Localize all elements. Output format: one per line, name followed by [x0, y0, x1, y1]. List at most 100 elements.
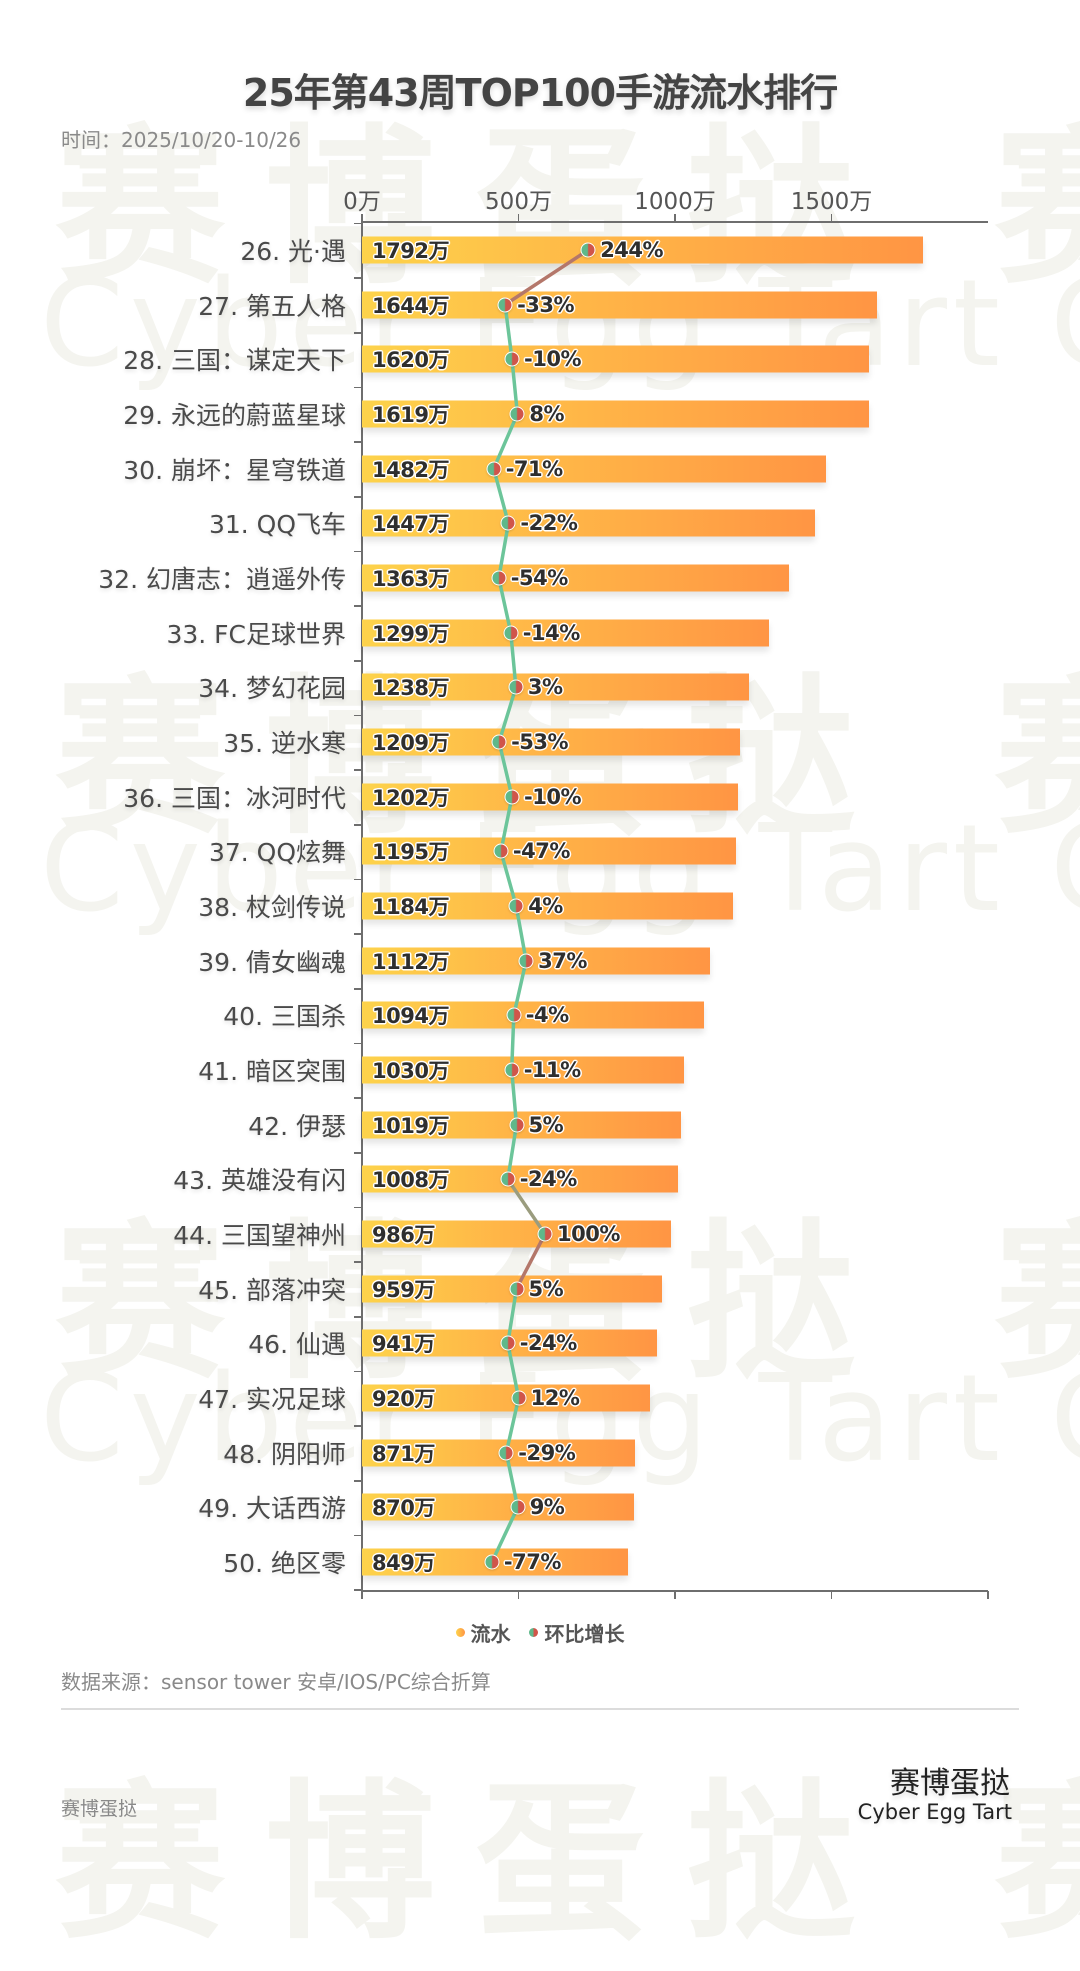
revenue-value-label: 1619万 [372, 403, 449, 427]
growth-dot-icon[interactable] [509, 406, 525, 422]
revenue-bar[interactable] [362, 1001, 705, 1029]
y-axis-tick [354, 1042, 361, 1045]
revenue-value-label: 1792万 [372, 239, 449, 263]
revenue-bar[interactable] [362, 837, 737, 865]
bottom-axis-tick [674, 1591, 676, 1599]
growth-dot-icon[interactable] [580, 242, 596, 258]
revenue-value-label: 1202万 [372, 785, 449, 810]
growth-dot-icon[interactable] [486, 461, 502, 477]
category-label: 46. 仙遇 [248, 1330, 346, 1360]
revenue-bar[interactable] [362, 291, 877, 319]
revenue-value-label: 1363万 [372, 567, 449, 592]
growth-dot-icon[interactable] [491, 734, 507, 750]
revenue-bar[interactable] [362, 619, 769, 647]
revenue-bar[interactable] [362, 728, 741, 756]
growth-dot-icon[interactable] [537, 1226, 553, 1242]
revenue-value-label: 1299万 [372, 621, 449, 646]
growth-dot-icon[interactable] [493, 843, 509, 859]
revenue-value-label: 1644万 [372, 293, 449, 318]
revenue-value-label: 1094万 [372, 1004, 449, 1029]
top-axis-tick [830, 214, 832, 222]
x-axis-tick-label: 1000万 [634, 189, 716, 215]
growth-value-label: -22% [520, 511, 578, 536]
growth-dot-icon[interactable] [500, 515, 516, 531]
growth-dot-icon[interactable] [491, 570, 507, 586]
revenue-bar[interactable] [362, 564, 789, 592]
category-label: 41. 暗区突围 [198, 1057, 346, 1087]
category-label: 45. 部落冲突 [198, 1275, 346, 1305]
growth-value-label: -24% [519, 1331, 577, 1356]
revenue-value-label: 1112万 [372, 949, 449, 974]
category-label: 40. 三国杀 [223, 1002, 346, 1032]
revenue-bar[interactable] [362, 1056, 685, 1084]
y-axis-tick [354, 1480, 361, 1482]
revenue-value-label: 1195万 [372, 840, 449, 865]
growth-dot-icon[interactable] [503, 625, 519, 641]
growth-value-label: -14% [522, 620, 580, 645]
revenue-bar[interactable] [362, 455, 826, 483]
category-label: 48. 阴阳师 [223, 1439, 346, 1469]
revenue-value-label: 1482万 [372, 457, 449, 482]
growth-dot-icon[interactable] [508, 898, 524, 914]
revenue-value-label: 920万 [372, 1387, 435, 1412]
bottom-axis-tick [517, 1591, 519, 1599]
growth-dot-icon[interactable] [510, 1499, 526, 1515]
growth-dot-icon[interactable] [504, 1062, 520, 1078]
revenue-bar[interactable] [362, 509, 815, 537]
revenue-value-label: 986万 [372, 1223, 435, 1248]
growth-value-label: 3% [527, 675, 563, 700]
revenue-bar[interactable] [362, 783, 739, 811]
revenue-bar[interactable] [362, 1439, 635, 1467]
category-label: 30. 崩坏：星穹铁道 [123, 455, 346, 485]
growth-dot-icon[interactable] [500, 1335, 516, 1351]
y-axis-tick [354, 878, 361, 881]
brand-logo-cn: 赛博蛋挞 [890, 1766, 1010, 1801]
growth-value-label: -54% [510, 566, 568, 591]
growth-dot-icon[interactable] [511, 1390, 527, 1406]
revenue-value-label: 941万 [372, 1332, 435, 1357]
revenue-bar[interactable] [362, 673, 750, 701]
growth-dot-icon[interactable] [506, 1007, 522, 1023]
legend-item-revenue[interactable]: 流水 [455, 1618, 511, 1647]
growth-value-label: -53% [511, 730, 569, 755]
category-label: 31. QQ飞车 [208, 510, 346, 540]
growth-dot-icon[interactable] [509, 1117, 524, 1133]
revenue-value-label: 849万 [372, 1551, 435, 1576]
revenue-value-label: 959万 [372, 1277, 435, 1302]
y-axis-tick [354, 386, 361, 389]
growth-dot-icon[interactable] [498, 1445, 514, 1461]
growth-dot-icon[interactable] [518, 953, 534, 969]
y-axis-tick [354, 1425, 361, 1427]
revenue-value-label: 1209万 [372, 731, 449, 756]
category-label: 50. 绝区零 [223, 1549, 346, 1579]
revenue-bar[interactable] [362, 947, 711, 975]
y-axis-tick [354, 332, 361, 334]
legend-item-growth[interactable]: 环比增长 [529, 1618, 624, 1647]
category-label: 47. 实况足球 [198, 1385, 346, 1415]
y-axis-tick [354, 1206, 361, 1209]
growth-value-label: -10% [524, 784, 581, 809]
category-label: 36. 三国：冰河时代 [123, 783, 346, 813]
top-axis-tick [674, 214, 676, 222]
x-axis-tick-label: 500万 [485, 189, 552, 215]
growth-dot-icon[interactable] [504, 351, 520, 367]
growth-dot-icon[interactable] [504, 789, 520, 805]
growth-dot-icon[interactable] [500, 1171, 516, 1187]
growth-dot-icon[interactable] [508, 679, 524, 695]
growth-value-label: -47% [512, 839, 570, 864]
growth-dot-icon[interactable] [497, 297, 513, 313]
growth-dot-icon[interactable] [509, 1281, 524, 1297]
revenue-value-label: 1447万 [372, 512, 449, 537]
category-label: 29. 永远的蔚蓝星球 [123, 401, 346, 430]
revenue-value-label: 1019万 [372, 1113, 449, 1138]
growth-dot-icon[interactable] [484, 1554, 500, 1570]
top-x-axis-line [361, 221, 988, 223]
chart-title: 25年第43周TOP100手游流水排行 [242, 71, 838, 115]
growth-value-label: 8% [529, 402, 565, 426]
revenue-bar[interactable] [362, 236, 923, 264]
y-axis-tick [354, 1534, 361, 1537]
revenue-bar[interactable] [362, 400, 869, 428]
revenue-bar[interactable] [362, 345, 870, 373]
bar-legend-dot-icon [455, 1628, 465, 1637]
revenue-bar[interactable] [362, 892, 733, 920]
